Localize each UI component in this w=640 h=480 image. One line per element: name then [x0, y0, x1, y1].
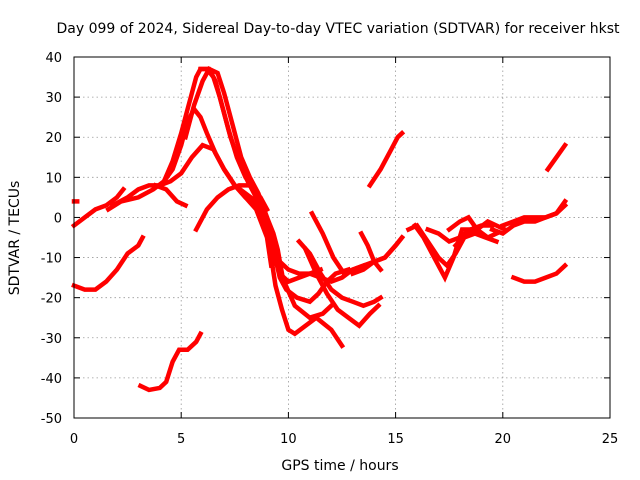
y-axis-label: SDTVAR / TECUs [7, 181, 23, 296]
y-tick-label: 20 [45, 131, 62, 146]
series-line-trace-23 [446, 214, 500, 241]
y-tick-label: -50 [41, 412, 62, 427]
series-line-trace-14 [295, 238, 384, 309]
series-line-trace-2 [70, 186, 127, 229]
series-line-trace-11 [71, 234, 146, 292]
x-tick-label: 25 [602, 432, 619, 447]
series-line-trace-8 [231, 182, 285, 277]
chart-title: Day 099 of 2024, Sidereal Day-to-day VTE… [57, 21, 620, 37]
x-axis-tick-labels: 0 5 10 15 20 25 [70, 432, 618, 447]
series-line-trace-19 [366, 130, 406, 189]
series-line-trace-9 [193, 183, 271, 233]
x-tick-label: 20 [495, 432, 512, 447]
y-tick-label: -30 [41, 332, 62, 347]
series-line-trace-12 [137, 330, 204, 393]
y-tick-label: 40 [45, 51, 62, 66]
series-line-trace-28 [544, 142, 569, 173]
y-tick-label: 0 [54, 211, 62, 226]
y-axis-tick-labels: -50 -40 -30 -20 -10 0 10 20 30 40 [41, 51, 62, 427]
series-line-trace-26 [499, 202, 569, 229]
series-line-trace-17 [349, 234, 406, 277]
y-tick-label: -10 [41, 252, 62, 267]
series-line-trace-4 [105, 105, 335, 321]
x-tick-label: 5 [177, 432, 185, 447]
series-line-trace-18 [358, 230, 384, 273]
series-line-trace-16 [308, 210, 367, 277]
x-tick-label: 15 [387, 432, 404, 447]
series-line-trace-15 [302, 246, 382, 329]
data-series-group [70, 66, 569, 393]
x-tick-label: 10 [280, 432, 297, 447]
axis-ticks [73, 56, 611, 419]
y-tick-label: -40 [41, 372, 62, 387]
series-line-trace-10 [152, 182, 189, 209]
plot-frame [73, 56, 611, 419]
series-line-trace-6 [182, 66, 352, 305]
y-tick-label: -20 [41, 292, 62, 307]
y-tick-label: 10 [45, 171, 62, 186]
x-axis-label: GPS time / hours [281, 458, 398, 474]
series-line-trace-24 [452, 218, 508, 249]
grid-lines [74, 57, 610, 418]
y-tick-label: 30 [45, 91, 62, 106]
x-tick-label: 0 [70, 432, 78, 447]
series-line-trace-27 [510, 262, 569, 284]
series-line-trace-7 [198, 66, 324, 276]
